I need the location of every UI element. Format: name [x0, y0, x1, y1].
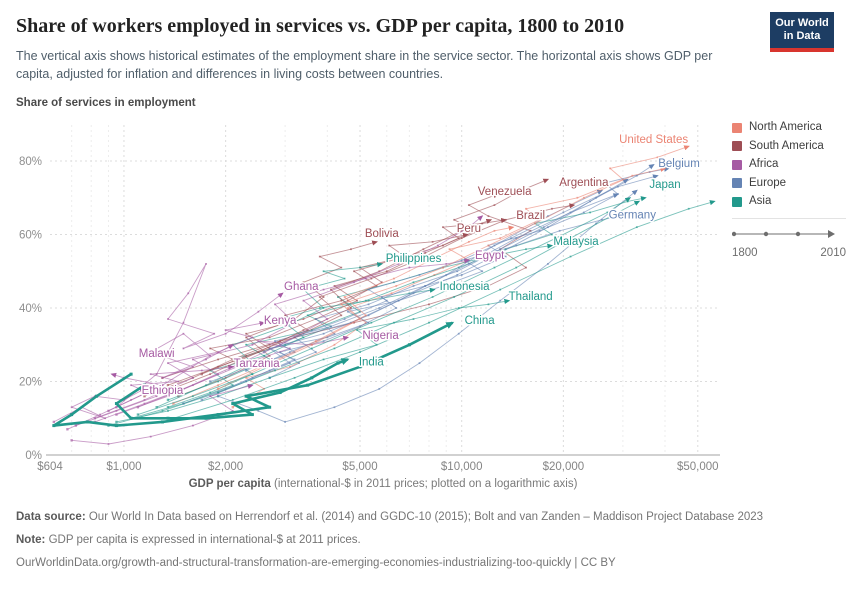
x-tick-$604: $604 [37, 461, 63, 473]
series-line-unlabeled-24[interactable] [217, 189, 638, 423]
note-line: Note: GDP per capita is expressed in int… [16, 532, 822, 548]
series-line-United States[interactable] [232, 145, 690, 408]
x-axis-label-bold: GDP per capita [189, 478, 272, 490]
axes: $604 $1,000 $2,000 $5,000 $10,000 $20,000 $50,… [19, 156, 720, 473]
country-label-Thailand[interactable]: Thailand [507, 290, 554, 305]
series-line-unlabeled-26[interactable] [217, 167, 667, 390]
x-tick-$50,000: $50,000 [677, 461, 719, 473]
country-label-Japan[interactable]: Japan [648, 178, 682, 193]
x-axis-label: GDP per capita (international-$ in 2011 … [189, 478, 578, 490]
owid-logo[interactable]: Our World in Data [770, 12, 834, 52]
country-label-Philippines[interactable]: Philippines [384, 252, 443, 267]
country-label-Tanzania[interactable]: Tanzania [232, 357, 282, 372]
country-label-Belgium[interactable]: Belgium [657, 157, 702, 172]
legend-swatch [732, 178, 742, 189]
country-label-Germany[interactable]: Germany [607, 208, 658, 223]
legend-item-south-america[interactable]: South America [732, 139, 846, 153]
country-label-Indonesia[interactable]: Indonesia [438, 280, 491, 295]
legend-items: North America South America Africa Europe As… [732, 121, 846, 208]
timeline-end: 2010 [820, 246, 846, 259]
legend-item-europe[interactable]: Europe [732, 176, 846, 190]
series-line-Brazil[interactable] [144, 218, 507, 397]
series-lines [52, 145, 716, 446]
x-tick-$5,000: $5,000 [342, 461, 377, 473]
data-source-label: Data source: [16, 511, 86, 524]
note-label: Note: [16, 534, 46, 547]
scatter-plot[interactable]: $604 $1,000 $2,000 $5,000 $10,000 $20,000 $50,… [16, 111, 834, 493]
country-label-India[interactable]: India [357, 355, 386, 370]
chart-subtitle: The vertical axis shows historical estim… [16, 49, 713, 82]
country-label-Venezuela[interactable]: Venezuela [476, 185, 533, 200]
legend-swatch [732, 159, 742, 170]
legend-item-label: Africa [749, 158, 779, 170]
series-line-Tanzania[interactable] [75, 365, 235, 427]
y-tick-40%: 40% [19, 303, 42, 315]
x-tick-$20,000: $20,000 [543, 461, 585, 473]
series-line-Kenya[interactable] [94, 321, 266, 419]
legend: North America South America Africa Europe As… [731, 121, 846, 259]
country-label-Bolivia[interactable]: Bolivia [363, 227, 400, 242]
legend-item-label: Europe [749, 176, 787, 189]
page-title: Share of workers employed in services vs… [16, 15, 625, 37]
y-tick-20%: 20% [19, 377, 42, 389]
canonical-url[interactable]: OurWorldinData.org/growth-and-structural… [16, 557, 616, 570]
country-label-Malaysia[interactable]: Malaysia [552, 235, 601, 250]
owid-logo-line2: in Data [783, 30, 821, 42]
country-label-Brazil[interactable]: Brazil [515, 209, 547, 224]
country-label-Ghana[interactable]: Ghana [283, 280, 321, 295]
country-label-Ethiopia[interactable]: Ethiopia [140, 384, 185, 399]
timeline-start: 1800 [732, 246, 758, 259]
country-label-Kenya[interactable]: Kenya [262, 314, 298, 329]
x-tick-$10,000: $10,000 [441, 461, 483, 473]
country-labels: United States Belgium Japan Germany Argentin… [137, 133, 702, 399]
timeline-labels: 1800 2010 [732, 247, 846, 259]
timeline-arrow [731, 229, 835, 238]
legend-item-label: North America [749, 121, 822, 133]
data-source-line: Data source: Our World In Data based on … [16, 509, 822, 525]
y-axis-title: Share of services in employment [16, 97, 196, 110]
x-tick-$2,000: $2,000 [208, 461, 243, 473]
legend-item-africa[interactable]: Africa [732, 158, 846, 171]
canonical-url-line: OurWorldinData.org/growth-and-structural… [16, 555, 822, 571]
y-tick-80%: 80% [19, 156, 42, 168]
series-line-unlabeled-35[interactable] [173, 200, 716, 419]
x-axis-label-rest: (international-$ in 2011 prices; plotted… [271, 478, 578, 490]
series-line-unlabeled-32[interactable] [137, 197, 632, 416]
series-line-Nigeria[interactable] [94, 336, 350, 423]
country-label-United States[interactable]: United States [618, 133, 690, 148]
country-label-Nigeria[interactable]: Nigeria [361, 329, 401, 344]
legend-swatch [732, 141, 742, 152]
country-label-Egypt[interactable]: Egypt [473, 249, 506, 264]
series-line-unlabeled-20[interactable] [245, 164, 655, 372]
series-line-Peru[interactable] [167, 233, 469, 386]
legend-item-north-america[interactable]: North America [732, 121, 846, 134]
country-label-Argentina[interactable]: Argentina [558, 176, 611, 191]
country-label-Malawi[interactable]: Malawi [137, 347, 176, 362]
legend-item-asia[interactable]: Asia [732, 195, 846, 208]
legend-item-label: South America [749, 139, 824, 152]
note-text: GDP per capita is expressed in internati… [45, 534, 361, 547]
series-line-unlabeled-29[interactable] [162, 219, 493, 394]
country-label-China[interactable]: China [463, 314, 497, 329]
owid-logo-line1: Our World [775, 16, 829, 29]
data-source-text: Our World In Data based on Herrendorf et… [85, 511, 764, 524]
legend-divider [732, 217, 846, 219]
y-tick-0%: 0% [25, 450, 42, 462]
legend-swatch [732, 196, 742, 207]
legend-item-label: Asia [749, 195, 772, 207]
chart-footer: Data source: Our World In Data based on … [16, 509, 822, 571]
legend-swatch [732, 122, 742, 133]
x-tick-$1,000: $1,000 [106, 461, 141, 473]
y-tick-60%: 60% [19, 230, 42, 242]
gridlines [50, 125, 717, 456]
country-label-Peru[interactable]: Peru [455, 222, 482, 237]
series-line-Malawi[interactable] [67, 373, 163, 430]
